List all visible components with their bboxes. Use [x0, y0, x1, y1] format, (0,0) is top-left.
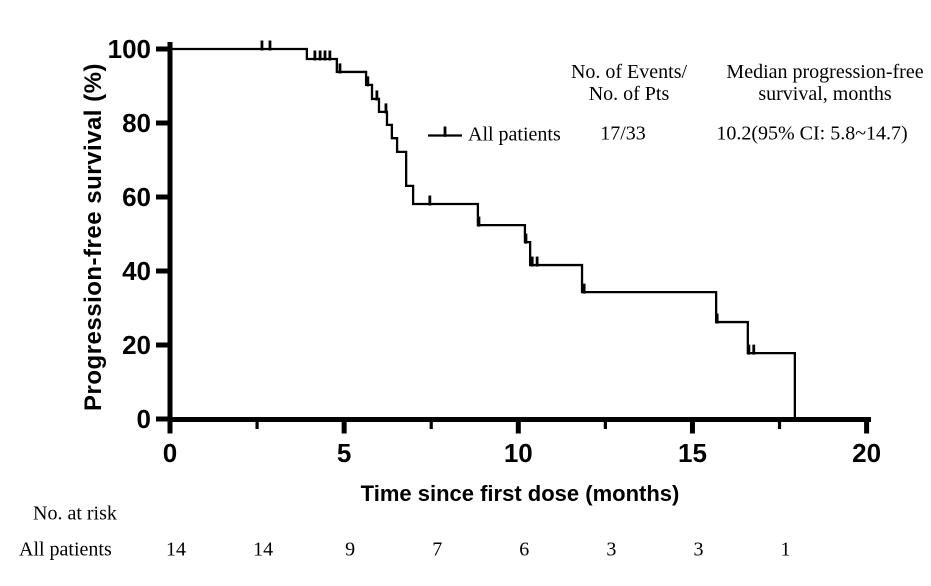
x-tick-label: 20 [852, 438, 881, 468]
y-tick-label: 80 [122, 108, 151, 138]
x-axis-title: Time since first dose (months) [360, 481, 680, 506]
risk-count: 1 [780, 538, 791, 561]
legend-events-header: No. of Events/ No. of Pts [571, 61, 687, 105]
legend-events-header-line2: No. of Pts [588, 83, 670, 105]
y-tick-label: 60 [122, 182, 151, 212]
risk-count: 9 [345, 538, 356, 561]
legend-series-label: All patients [468, 123, 561, 146]
legend-events-header-line1: No. of Events/ [570, 61, 688, 83]
risk-count: 7 [432, 538, 443, 561]
y-axis-title: Progression-free survival (%) [80, 63, 107, 411]
risk-count: 3 [693, 538, 704, 561]
risk-count: 3 [606, 538, 617, 561]
risk-count: 14 [166, 538, 186, 561]
legend-events-value: 17/33 [600, 122, 646, 145]
risk-count: 6 [519, 538, 530, 561]
risk-table-title: No. at risk [33, 502, 117, 525]
risk-count: 14 [253, 538, 274, 561]
y-tick-label: 100 [108, 34, 151, 64]
y-tick-label: 0 [137, 404, 151, 434]
x-tick-label: 10 [504, 438, 533, 468]
y-tick-label: 40 [122, 256, 151, 286]
legend-median-header-line2: survival, months [758, 83, 892, 105]
risk-table-row-label: All patients [19, 538, 112, 561]
legend-median-value: 10.2(95% CI: 5.8~14.7) [716, 122, 908, 145]
y-tick-label: 20 [122, 330, 151, 360]
legend-median-header-line1: Median progression-free [726, 61, 924, 83]
legend-median-header: Median progression-free survival, months [726, 61, 923, 105]
survival-curve [170, 47, 796, 419]
x-tick-label: 15 [678, 438, 707, 468]
x-tick-label: 0 [163, 438, 177, 468]
x-tick-label: 5 [337, 438, 351, 468]
